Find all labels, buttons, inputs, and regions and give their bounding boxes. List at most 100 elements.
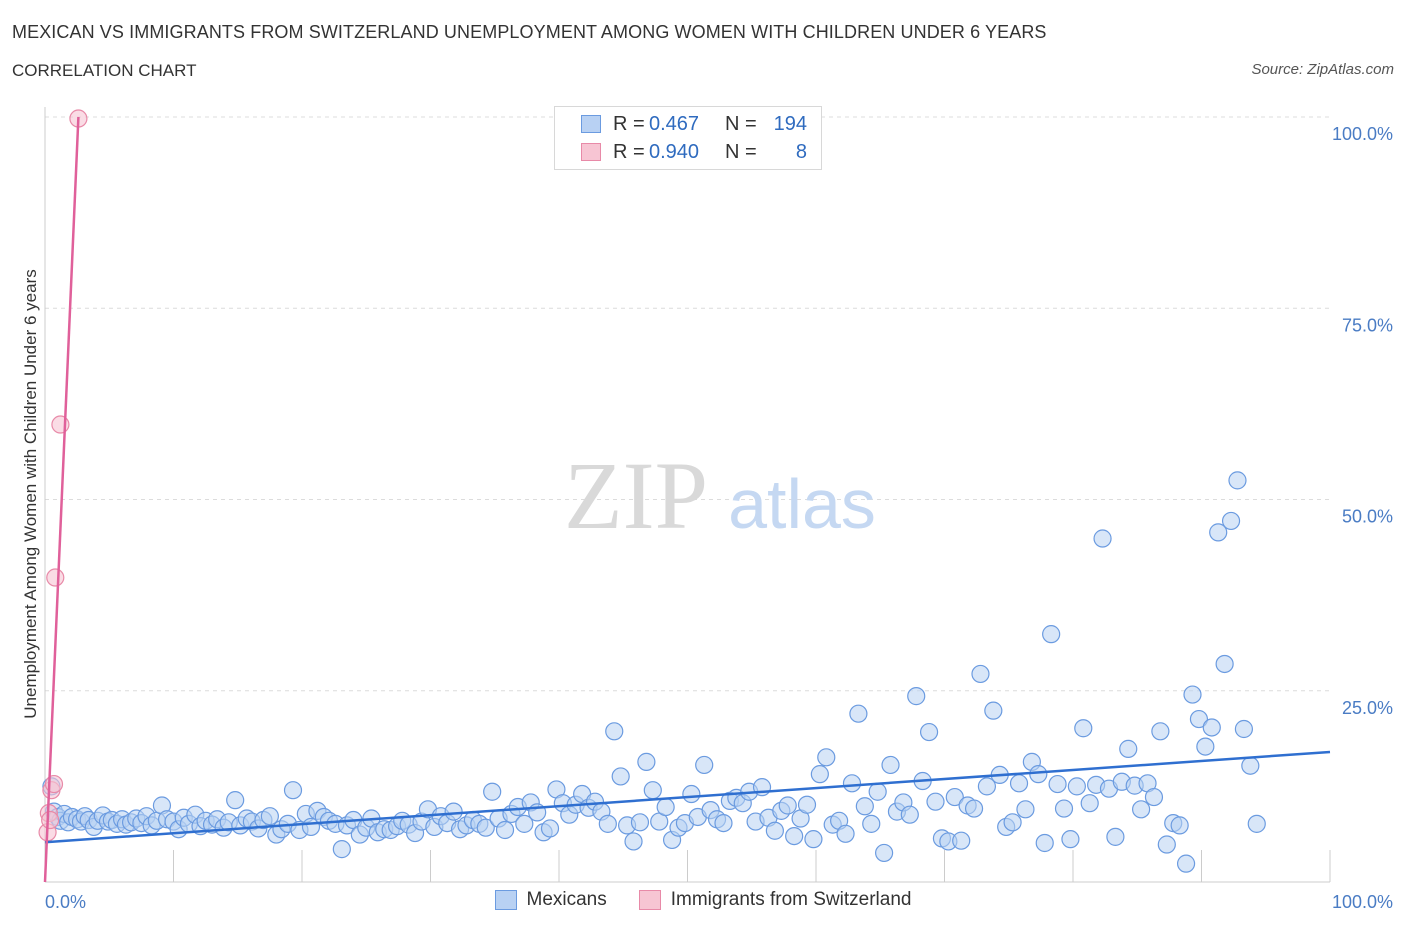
legend-r-label: R = xyxy=(613,140,645,163)
legend-n-label: N = xyxy=(725,140,757,163)
data-point-mexicans xyxy=(1029,765,1048,784)
data-point-mexicans xyxy=(1209,523,1228,542)
data-point-mexicans xyxy=(1054,799,1074,818)
x-tick-label: 0.0% xyxy=(45,892,86,912)
legend-n-value: 194 xyxy=(773,112,807,135)
data-point-mexicans xyxy=(1221,511,1241,531)
data-point-mexicans xyxy=(810,765,829,784)
y-tick-labels: 25.0% 50.0% 75.0% 100.0% xyxy=(1332,124,1393,718)
legend-n-value: 8 xyxy=(795,140,807,163)
data-point-mexicans xyxy=(977,777,997,796)
legend-row-swiss: R = 0.940 N = 8 xyxy=(581,139,807,165)
data-point-mexicans xyxy=(1189,709,1209,729)
data-point-mexicans xyxy=(919,722,939,742)
legend-swatch-mexicans xyxy=(494,890,517,910)
data-point-mexicans xyxy=(476,818,495,837)
chart-subtitle: CORRELATION CHART xyxy=(12,61,197,80)
series-legend: Mexicans Immigrants from Switzerland xyxy=(0,889,1406,911)
data-point-mexicans xyxy=(907,687,926,706)
data-point-mexicans xyxy=(875,843,894,863)
y-tick-label: 100.0% xyxy=(1332,124,1393,144)
data-point-mexicans xyxy=(283,781,303,800)
data-point-mexicans xyxy=(817,748,836,767)
data-point-mexicans xyxy=(1016,800,1035,819)
y-axis-label: Unemployment Among Women with Children U… xyxy=(21,269,40,718)
chart-title: MEXICAN VS IMMIGRANTS FROM SWITZERLAND U… xyxy=(12,22,1047,42)
y-tick-label: 50.0% xyxy=(1342,507,1393,527)
data-point-mexicans xyxy=(1144,787,1164,807)
axes xyxy=(44,107,1331,883)
legend-swatch-mexicans xyxy=(581,115,601,133)
data-point-mexicans xyxy=(1196,737,1215,756)
data-point-mexicans xyxy=(984,701,1003,720)
y-tick-label: 25.0% xyxy=(1342,698,1393,718)
data-point-mexicans xyxy=(926,792,945,811)
data-point-mexicans xyxy=(624,832,643,851)
data-point-mexicans xyxy=(598,814,617,833)
data-point-mexicans xyxy=(849,704,868,723)
data-point-mexicans xyxy=(1048,774,1067,794)
x-tick-label: 100.0% xyxy=(1332,892,1393,912)
data-point-mexicans xyxy=(971,664,990,684)
data-point-mexicans xyxy=(1157,835,1176,854)
legend-r-label: R = xyxy=(613,112,645,135)
legend-item-swiss[interactable]: Immigrants from Switzerland xyxy=(638,889,912,911)
data-point-mexicans xyxy=(964,799,984,818)
data-point-mexicans xyxy=(855,797,874,816)
data-point-mexicans xyxy=(444,802,463,821)
legend-item-mexicans[interactable]: Mexicans xyxy=(494,889,607,911)
data-point-mexicans xyxy=(1241,756,1260,775)
data-point-mexicans xyxy=(643,781,662,800)
legend-swatch-swiss xyxy=(581,143,601,161)
data-point-mexicans xyxy=(1170,816,1189,835)
data-point-mexicans xyxy=(1061,830,1080,849)
data-point-mexicans xyxy=(881,755,900,775)
data-point-mexicans xyxy=(785,826,804,846)
grid-lines xyxy=(45,116,1330,692)
data-point-mexicans xyxy=(862,814,881,833)
legend-label-mexicans: Mexicans xyxy=(526,889,607,910)
data-point-mexicans xyxy=(515,814,534,833)
legend-row-mexicans: R = 0.467 N = 194 xyxy=(581,111,807,137)
data-point-mexicans xyxy=(945,787,964,807)
data-point-mexicans xyxy=(1176,854,1196,873)
data-point-mexicans xyxy=(1067,777,1086,796)
data-point-mexicans xyxy=(682,784,701,804)
data-point-mexicans xyxy=(611,767,630,786)
data-point-mexicans xyxy=(952,831,971,850)
data-point-mexicans xyxy=(1215,654,1234,674)
data-point-mexicans xyxy=(714,813,733,833)
data-point-mexicans xyxy=(1093,529,1112,548)
source-label: Source: ZipAtlas.com xyxy=(1251,61,1394,78)
data-point-swiss xyxy=(46,568,65,587)
data-point-mexicans xyxy=(1247,814,1266,833)
data-point-mexicans xyxy=(765,821,784,840)
y-tick-label: 75.0% xyxy=(1342,315,1393,335)
data-point-mexicans xyxy=(1234,719,1254,739)
legend-swatch-swiss xyxy=(638,890,661,910)
data-point-mexicans xyxy=(1119,739,1138,758)
data-point-mexicans xyxy=(540,819,560,838)
data-point-mexicans xyxy=(1003,813,1022,832)
correlation-legend: R = 0.467 N = 194 R = 0.940 N = 8 xyxy=(554,106,822,170)
trend-line-mexicans xyxy=(44,750,1331,844)
data-point-mexicans xyxy=(1009,774,1029,793)
data-point-mexicans xyxy=(226,791,245,810)
data-point-mexicans xyxy=(836,824,855,843)
legend-n-label: N = xyxy=(725,112,757,135)
data-point-mexicans xyxy=(804,830,823,849)
data-point-mexicans xyxy=(332,840,351,859)
data-point-mexicans xyxy=(1183,685,1202,704)
legend-label-swiss: Immigrants from Switzerland xyxy=(670,889,912,910)
x-tick-labels: 0.0% 100.0% xyxy=(45,892,1393,912)
data-point-mexicans xyxy=(695,755,714,775)
data-point-mexicans xyxy=(630,813,650,832)
data-point-swiss xyxy=(41,810,60,830)
data-point-mexicans xyxy=(1132,800,1151,819)
data-point-mexicans xyxy=(842,774,862,793)
data-point-mexicans xyxy=(260,807,279,826)
data-point-mexicans xyxy=(1074,719,1093,738)
data-point-mexicans xyxy=(1106,827,1125,846)
data-point-mexicans xyxy=(797,795,817,814)
